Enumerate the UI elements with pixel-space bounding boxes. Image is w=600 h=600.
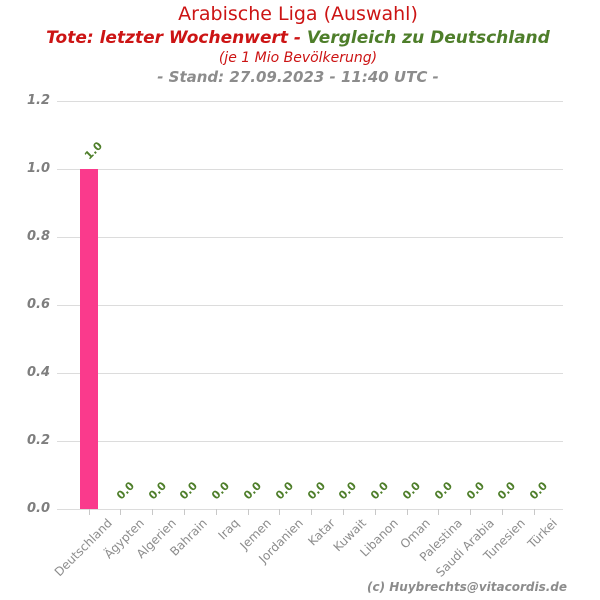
bar-value-label: 0.0 [368,479,392,503]
gridline [57,168,563,170]
x-axis-tick [247,509,249,515]
gridline [57,236,563,238]
y-axis-tick-label: 0.2 [26,433,50,448]
bar-value-label: 0.0 [527,479,551,503]
x-axis-tick [215,509,217,515]
gridline [57,440,563,442]
x-axis-tick [88,509,90,515]
x-axis-tick [533,509,535,515]
x-axis-tick [279,509,281,515]
bar-value-label: 0.0 [336,479,360,503]
gridline [57,508,563,510]
subtitle-red-part: Tote: letzter Wochenwert - [46,28,307,48]
bar-value-label: 1.0 [82,139,106,163]
copyright-text: (c) Huybrechts@vitacordis.de [366,580,567,594]
unit-line: (je 1 Mio Bevölkerung) [218,50,378,66]
bar [80,169,98,509]
x-axis-tick [406,509,408,515]
bar-value-label: 0.0 [177,479,201,503]
y-axis-tick-label: 0.0 [26,501,50,516]
x-axis-tick [501,509,503,515]
bar-value-label: 0.0 [272,479,296,503]
x-axis-tick [438,509,440,515]
subtitle-green-part: Vergleich zu Deutschland [306,28,550,48]
y-axis-tick-label: 0.8 [26,229,50,244]
bar-value-label: 0.0 [241,479,265,503]
y-axis-tick-label: 1.2 [26,93,50,108]
x-axis-tick [342,509,344,515]
gridline [57,372,563,374]
y-axis-tick-label: 1.0 [26,161,50,176]
chart-title: Arabische Liga (Auswahl) [178,3,418,25]
x-axis-tick [311,509,313,515]
bar-value-label: 0.0 [113,479,137,503]
x-axis-tick [152,509,154,515]
y-axis-tick-label: 0.6 [26,297,50,312]
bar-value-label: 0.0 [400,479,424,503]
bar-value-label: 0.0 [495,479,519,503]
bar-value-label: 0.0 [145,479,169,503]
bar-value-label: 0.0 [463,479,487,503]
chart-header: Arabische Liga (Auswahl) Tote: letzter W… [0,2,596,87]
stand-line: - Stand: 27.09.2023 - 11:40 UTC - [157,68,439,86]
x-axis-tick [374,509,376,515]
x-axis-tick [183,509,185,515]
chart-subtitle: Tote: letzter Wochenwert - Vergleich zu … [0,27,596,49]
bar-value-label: 0.0 [304,479,328,503]
x-axis-tick [120,509,122,515]
x-axis-tick [470,509,472,515]
bar-value-label: 0.0 [209,479,233,503]
bar-value-label: 0.0 [431,479,455,503]
y-axis-tick-label: 0.4 [26,365,50,380]
gridline [57,100,563,102]
gridline [57,304,563,306]
